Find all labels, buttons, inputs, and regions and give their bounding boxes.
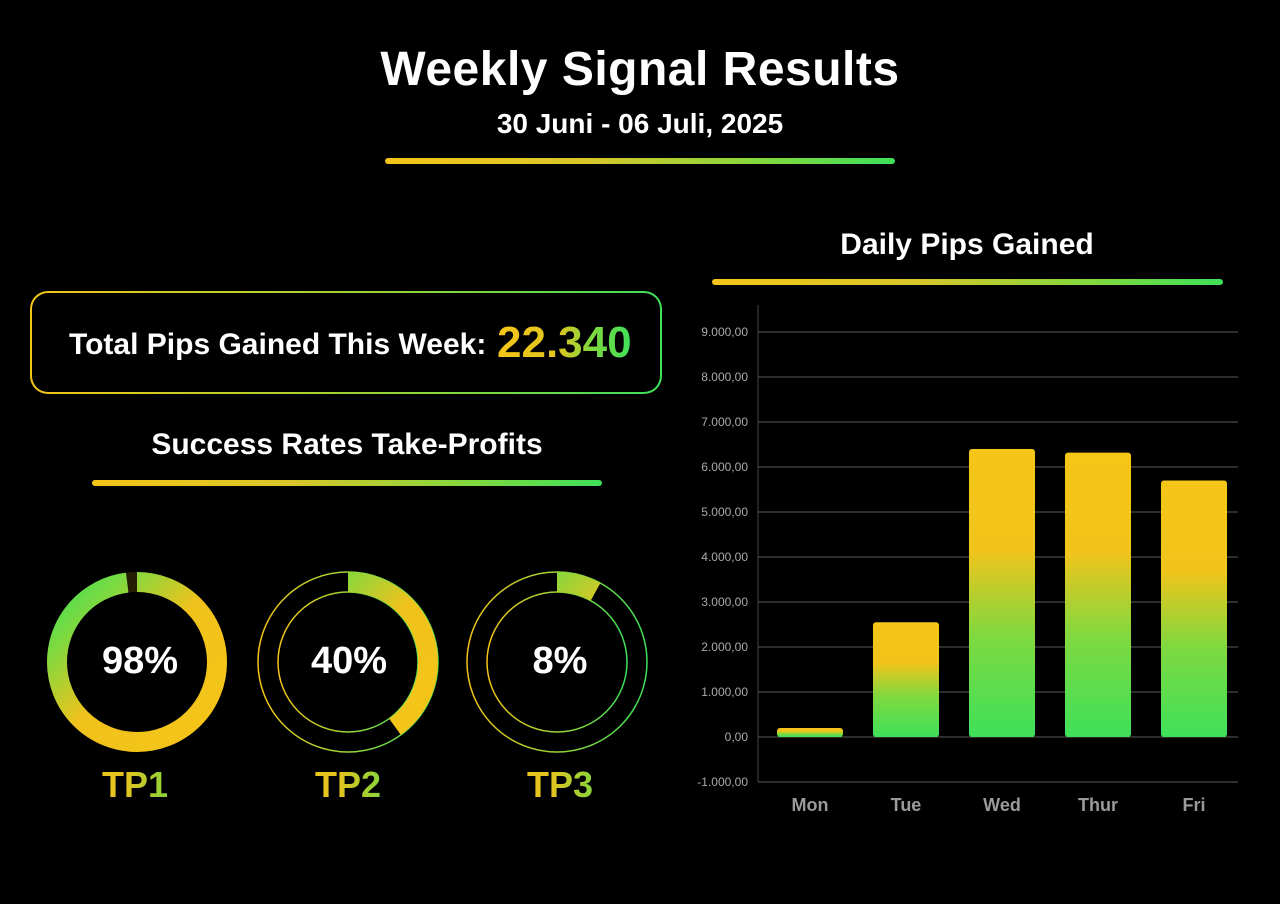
- page-title: Weekly Signal Results: [380, 43, 900, 96]
- bar-wed: [969, 449, 1035, 737]
- y-tick-label: 1.000,00: [701, 685, 748, 699]
- y-tick-label: -1.000,00: [697, 775, 748, 789]
- x-tick-label-mon: Mon: [792, 795, 829, 815]
- bar-fri: [1161, 480, 1227, 737]
- total-pips-card: [30, 291, 662, 394]
- y-tick-label: 5.000,00: [701, 505, 748, 519]
- tp2-percent: 40%: [310, 640, 388, 682]
- total-pips-value: 22.340: [497, 318, 632, 367]
- total-pips-label: Total Pips Gained This Week:: [69, 328, 487, 361]
- chart-title-underline: [712, 279, 1223, 285]
- tp2-ring-progress: [258, 572, 438, 752]
- chart-title: Daily Pips Gained: [840, 228, 1094, 261]
- tp1-label: TP1: [45, 764, 225, 806]
- y-tick-label: 6.000,00: [701, 460, 748, 474]
- x-tick-label-thur: Thur: [1078, 795, 1118, 815]
- success-rates-title: Success Rates Take-Profits: [151, 428, 543, 461]
- x-tick-label-fri: Fri: [1182, 795, 1205, 815]
- daily-pips-chart: -1.000,00 0,00 1.000,00 2.000,00 3.000,00 4.0…: [697, 305, 1238, 815]
- tp2-label: TP2: [258, 764, 438, 806]
- bar-mon: [777, 728, 843, 737]
- y-tick-label: 7.000,00: [701, 415, 748, 429]
- y-tick-label: 2.000,00: [701, 640, 748, 654]
- y-tick-labels: -1.000,00 0,00 1.000,00 2.000,00 3.000,00 4.0…: [697, 325, 748, 789]
- bar-tue: [873, 622, 939, 737]
- y-tick-label: 3.000,00: [701, 595, 748, 609]
- y-tick-label: 4.000,00: [701, 550, 748, 564]
- y-tick-label: 9.000,00: [701, 325, 748, 339]
- x-tick-label-tue: Tue: [891, 795, 922, 815]
- title-underline: [385, 158, 895, 164]
- tp3-ring: [466, 571, 648, 753]
- tp3-percent: 8%: [532, 640, 588, 682]
- bars: [777, 449, 1227, 737]
- x-tick-label-wed: Wed: [983, 795, 1021, 815]
- x-tick-labels: Mon Tue Wed Thur Fri: [792, 795, 1206, 815]
- tp1-percent: 98%: [101, 640, 179, 682]
- tp3-label: TP3: [470, 764, 650, 806]
- tp1-ring: [47, 572, 227, 752]
- y-tick-label: 0,00: [725, 730, 749, 744]
- success-rate-rings: [47, 571, 648, 753]
- date-range: 30 Juni - 06 Juli, 2025: [496, 108, 784, 139]
- success-rates-underline: [92, 480, 602, 486]
- y-tick-label: 8.000,00: [701, 370, 748, 384]
- tp3-ring-progress: [467, 572, 647, 752]
- bar-thur: [1065, 452, 1131, 737]
- tp1-ring-progress: [47, 572, 227, 752]
- tp2-ring: [257, 571, 439, 753]
- tp3-ring-outer: [466, 571, 648, 753]
